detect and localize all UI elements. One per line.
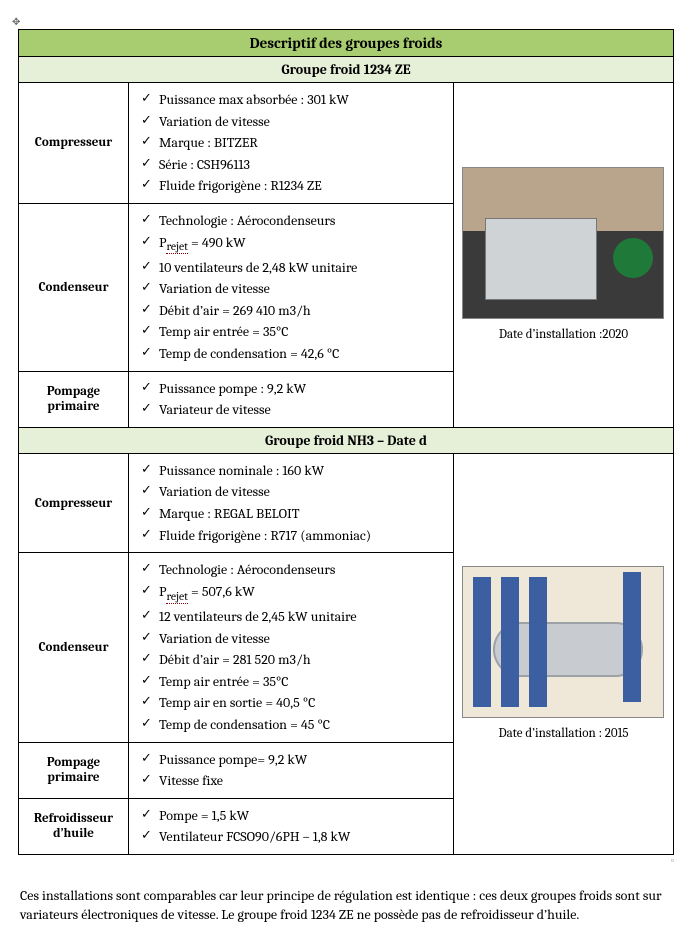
g1-compresseur-specs: Puissance max absorbée : 301 kWVariation…: [129, 83, 454, 204]
spec-item: Marque : REGAL BELOIT: [139, 503, 447, 525]
group2-heading: Groupe froid NH3 – Date d: [19, 427, 674, 453]
g2-condenseur-label: Condenseur: [19, 553, 129, 742]
g2-photo-placeholder: [462, 566, 664, 718]
spec-item: 10 ventilateurs de 2,48 kW unitaire: [139, 257, 447, 279]
spec-item: Puissance nominale : 160 kW: [139, 460, 447, 482]
g1-caption: Date d’installation :2020: [460, 327, 667, 342]
spec-item: Pompe = 1,5 kW: [139, 805, 447, 827]
g2-image-cell: Date d’installation : 2015: [453, 453, 673, 854]
table-title: Descriptif des groupes froids: [19, 30, 674, 57]
g2-compresseur-specs: Puissance nominale : 160 kWVariation de …: [129, 453, 454, 552]
spec-item: Vitesse fixe: [139, 770, 447, 792]
g1-condenseur-label: Condenseur: [19, 203, 129, 371]
spec-item: Série : CSH96113: [139, 154, 447, 176]
spec-item: Débit d’air = 269 410 m3/h: [139, 300, 447, 322]
g1-pompage-specs: Puissance pompe : 9,2 kWVariateur de vit…: [129, 371, 454, 427]
spec-item: Débit d’air = 281 520 m3/h: [139, 649, 447, 671]
spec-item: Prejet = 507,6 kW: [139, 581, 447, 606]
spec-item: Technologie : Aérocondenseurs: [139, 559, 447, 581]
spec-item: 12 ventilateurs de 2,45 kW unitaire: [139, 606, 447, 628]
g1-pompage-label: Pompage primaire: [19, 371, 129, 427]
g1-photo-placeholder: [462, 167, 664, 319]
table-end-glyph: ▫: [671, 856, 674, 866]
spec-item: Fluide frigorigène : R1234 ZE: [139, 175, 447, 197]
g2-compresseur-label: Compresseur: [19, 453, 129, 552]
spec-item: Temp air entrée = 35°C: [139, 321, 447, 343]
g2-pompage-specs: Puissance pompe= 9,2 kWVitesse fixe: [129, 742, 454, 798]
spec-item: Puissance max absorbée : 301 kW: [139, 89, 447, 111]
table-anchor-glyph: ✥: [12, 16, 20, 28]
spec-item: Fluide frigorigène : R717 (ammoniac): [139, 525, 447, 547]
spec-item: Variateur de vitesse: [139, 399, 447, 421]
spec-item: Ventilateur FCSO90/6PH – 1,8 kW: [139, 826, 447, 848]
g1-image-cell: Date d’installation :2020: [453, 83, 673, 428]
spec-item: Variation de vitesse: [139, 628, 447, 650]
footer-paragraph: Ces installations sont comparables car l…: [20, 886, 672, 925]
spec-item: Variation de vitesse: [139, 111, 447, 133]
spec-table: Descriptif des groupes froids Groupe fro…: [18, 29, 674, 855]
spec-item: Temp de condensation = 45 °C: [139, 714, 447, 736]
g2-refroidisseur-label: Refroidisseur d’huile: [19, 798, 129, 854]
spec-item: Temp de condensation = 42,6 °C: [139, 343, 447, 365]
spec-item: Temp air entrée = 35°C: [139, 671, 447, 693]
spec-item: Technologie : Aérocondenseurs: [139, 210, 447, 232]
spec-item: Marque : BITZER: [139, 132, 447, 154]
g1-compresseur-label: Compresseur: [19, 83, 129, 204]
g2-caption: Date d’installation : 2015: [460, 726, 667, 741]
group1-heading: Groupe froid 1234 ZE: [19, 57, 674, 83]
spec-item: Variation de vitesse: [139, 481, 447, 503]
g2-refroidisseur-specs: Pompe = 1,5 kWVentilateur FCSO90/6PH – 1…: [129, 798, 454, 854]
spec-item: Puissance pompe= 9,2 kW: [139, 749, 447, 771]
g2-condenseur-specs: Technologie : AérocondenseursPrejet = 50…: [129, 553, 454, 742]
spec-item: Temp air en sortie = 40,5 °C: [139, 692, 447, 714]
g2-pompage-label: Pompage primaire: [19, 742, 129, 798]
spec-item: Prejet = 490 kW: [139, 232, 447, 257]
g1-condenseur-specs: Technologie : AérocondenseursPrejet = 49…: [129, 203, 454, 371]
spec-item: Variation de vitesse: [139, 278, 447, 300]
spec-item: Puissance pompe : 9,2 kW: [139, 378, 447, 400]
